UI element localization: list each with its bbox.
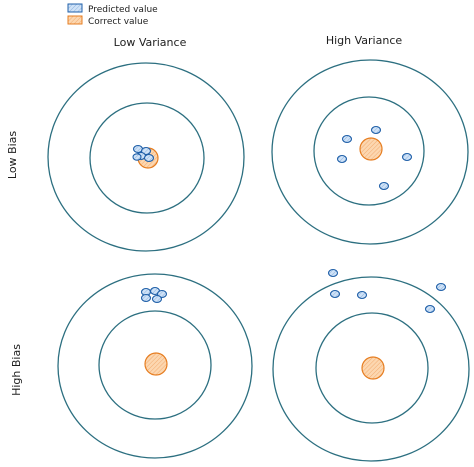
predicted-dot	[424, 304, 436, 314]
legend-predicted-label: Predicted value	[88, 5, 158, 15]
predicted-dot	[327, 268, 339, 278]
predicted-cluster	[336, 125, 413, 191]
predicted-dot	[329, 289, 341, 299]
row-header-low-bias: Low Bias	[6, 131, 19, 180]
inner-ring	[313, 96, 425, 206]
predicted-swatch-icon	[67, 3, 83, 13]
correct-value-dot	[144, 352, 168, 376]
inner-ring	[315, 312, 429, 424]
legend: Predicted value Correct value	[67, 3, 158, 27]
target-high-bias-high-variance	[272, 268, 470, 462]
column-header-low-variance: Low Variance	[114, 36, 187, 49]
correct-value-dot	[359, 137, 383, 161]
correct-value-dot	[361, 356, 385, 380]
outer-ring	[57, 273, 253, 459]
column-header-high-variance: High Variance	[326, 34, 403, 47]
target-low-bias-high-variance	[271, 59, 469, 245]
inner-ring	[89, 102, 205, 214]
target-high-bias-low-variance	[57, 273, 253, 459]
predicted-dot	[378, 181, 390, 191]
row-header-high-bias: High Bias	[10, 344, 23, 396]
predicted-dot	[435, 282, 447, 292]
predicted-dot	[356, 290, 368, 300]
outer-ring	[272, 276, 470, 462]
predicted-dot	[143, 153, 155, 163]
predicted-dot	[132, 153, 142, 161]
predicted-cluster	[132, 144, 155, 163]
predicted-cluster	[327, 268, 447, 314]
predicted-dot	[151, 294, 163, 304]
correct-swatch-icon	[67, 15, 83, 25]
outer-ring	[47, 62, 245, 252]
predicted-dot	[140, 293, 152, 303]
predicted-dot	[336, 154, 348, 164]
predicted-dot	[370, 125, 382, 135]
target-low-bias-low-variance	[47, 62, 245, 252]
legend-correct-label: Correct value	[88, 17, 149, 27]
predicted-cluster	[140, 286, 168, 304]
outer-ring	[271, 59, 469, 245]
inner-ring	[98, 310, 212, 420]
predicted-dot	[341, 134, 353, 144]
predicted-dot	[401, 152, 413, 162]
